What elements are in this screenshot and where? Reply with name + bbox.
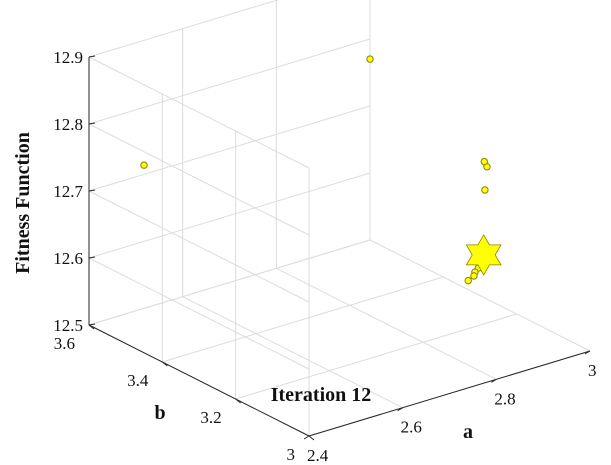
data-point xyxy=(140,161,148,169)
data-point xyxy=(470,272,478,280)
grid-line xyxy=(88,190,310,303)
data-point xyxy=(480,157,488,166)
data-point xyxy=(481,186,489,194)
z-tick-label: 12.8 xyxy=(53,115,83,134)
axes-box xyxy=(88,55,591,441)
x-axis-line xyxy=(308,350,591,437)
grid-line xyxy=(162,276,444,363)
z-tick-label: 12.9 xyxy=(53,48,83,67)
y-axis-label: b xyxy=(154,402,165,424)
y-tick-mark xyxy=(88,324,95,330)
data-point xyxy=(464,276,472,285)
x-tick-label: 2.8 xyxy=(494,389,515,408)
y-axis-line xyxy=(88,324,310,437)
x-tick-mark xyxy=(584,350,591,355)
grid-line xyxy=(182,296,403,409)
iteration-annotation: Iteration 12 xyxy=(271,384,372,406)
y-tick-mark xyxy=(162,361,168,367)
grid-line xyxy=(235,313,517,400)
x-tick-mark xyxy=(303,435,310,440)
tick-labels: 2.4 2.6 2.8 3 3 3.2 3.4 3.612.5 12.6 12.7 12.8 12.9 xyxy=(53,48,596,465)
y-tick-mark xyxy=(235,398,241,404)
grid-line xyxy=(88,105,371,192)
best-solution-star-marker xyxy=(465,234,502,276)
grid-line xyxy=(88,257,310,370)
grid-line xyxy=(369,239,591,352)
x-tick-label: 2.4 xyxy=(307,446,329,465)
grid-line xyxy=(88,0,280,58)
z-tick-mark xyxy=(88,122,96,125)
grid-lines xyxy=(88,0,591,437)
x-tick-mark xyxy=(397,407,403,412)
y-tick-label: 3.6 xyxy=(54,334,75,353)
z-tick-mark xyxy=(88,256,96,259)
grid-line xyxy=(88,123,310,236)
x-tick-mark xyxy=(491,378,497,383)
data-point xyxy=(366,55,374,63)
z-tick-mark xyxy=(88,323,96,326)
z-tick-mark xyxy=(88,55,96,58)
z-tick-label: 12.7 xyxy=(53,182,83,201)
grid-line xyxy=(88,56,310,169)
y-tick-label: 3.4 xyxy=(127,371,149,390)
z-axis-label: Fitness Function xyxy=(12,132,34,274)
grid-line xyxy=(88,38,371,125)
grid-line xyxy=(276,267,497,380)
x-tick-label: 3 xyxy=(588,361,597,380)
z-tick-mark xyxy=(88,189,96,192)
z-tick-label: 12.6 xyxy=(53,249,83,268)
y-tick-label: 3 xyxy=(287,445,296,464)
z-tick-label: 12.5 xyxy=(53,316,83,335)
x-tick-label: 2.6 xyxy=(401,418,422,437)
x-axis-label: a xyxy=(463,421,473,443)
grid-line xyxy=(88,172,371,259)
grid-line xyxy=(88,239,371,326)
y-tick-mark xyxy=(308,435,315,441)
data-points xyxy=(140,55,502,285)
y-tick-label: 3.2 xyxy=(200,408,221,427)
